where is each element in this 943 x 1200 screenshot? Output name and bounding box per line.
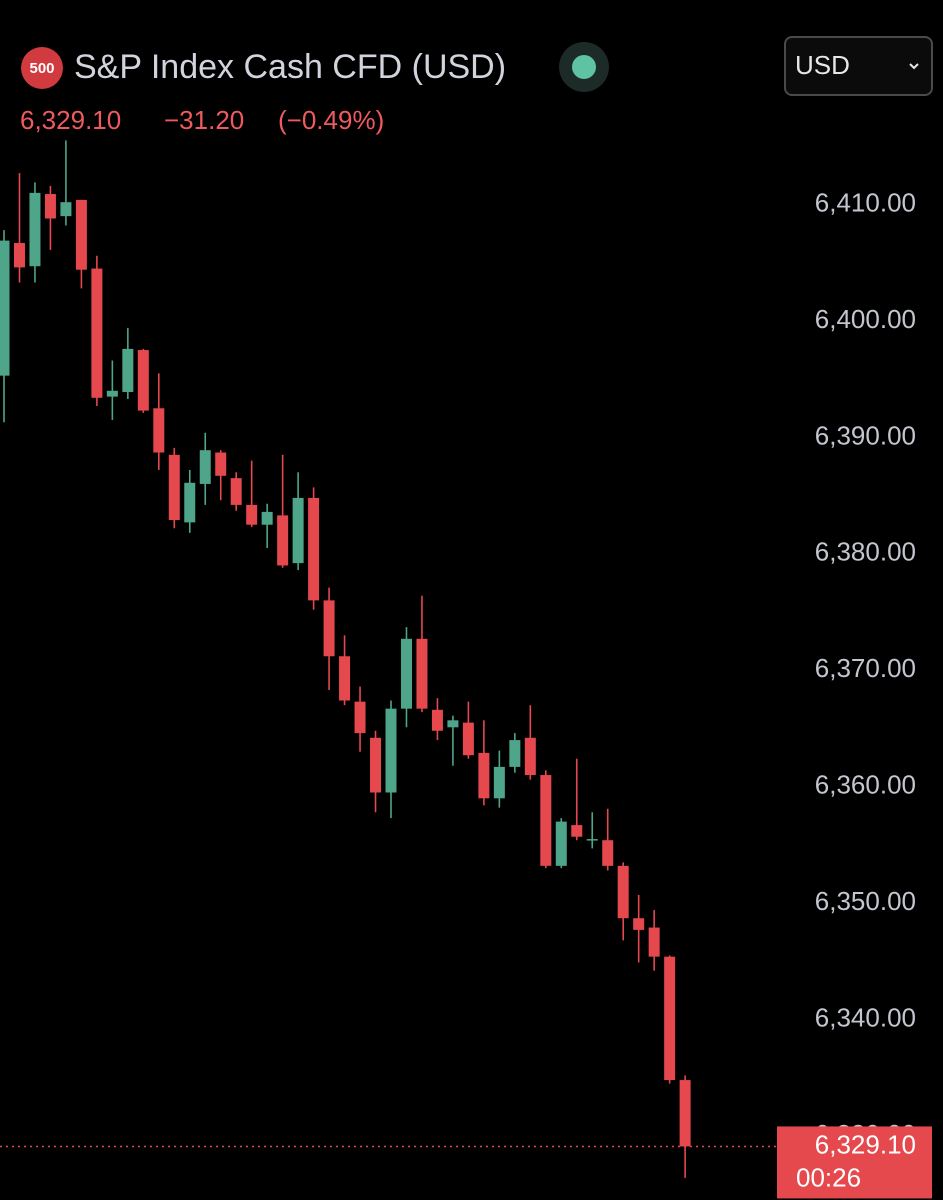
- candle-body: [277, 515, 289, 566]
- y-tick-label: 6,370.00: [815, 653, 916, 683]
- y-tick-label: 6,340.00: [815, 1002, 916, 1032]
- candle-body: [431, 709, 443, 731]
- candle-body: [385, 708, 397, 793]
- y-tick-label: 6,400.00: [815, 304, 916, 334]
- candle-body: [44, 194, 56, 219]
- candle-body: [339, 656, 351, 701]
- dropdown-chevron[interactable]: [909, 63, 919, 70]
- countdown: 00:26: [796, 1162, 861, 1192]
- candle-body: [230, 478, 242, 505]
- candle-body: [261, 511, 273, 525]
- candle-body: [29, 192, 41, 267]
- dropdown-box[interactable]: [784, 36, 933, 96]
- candle-body: [106, 390, 118, 397]
- currency-dropdown[interactable]: USD: [784, 36, 933, 96]
- y-tick-label: 6,390.00: [815, 420, 916, 450]
- candle-body: [509, 740, 521, 767]
- candle-body: [246, 504, 258, 525]
- candle-body: [153, 408, 165, 453]
- candle-body: [60, 202, 72, 217]
- price-change-pct: (−0.49%): [278, 105, 384, 135]
- candle-body: [447, 720, 459, 728]
- candle-body: [137, 350, 149, 411]
- candle-body: [664, 956, 676, 1081]
- candle-body: [648, 927, 660, 957]
- candle-body: [354, 701, 366, 734]
- candle-body: [633, 918, 645, 930]
- candle-body: [555, 821, 567, 866]
- candle-body: [679, 1080, 691, 1147]
- status-dot: [572, 55, 596, 79]
- candle-body: [199, 450, 211, 484]
- candle-body: [0, 240, 10, 376]
- y-tick-label: 6,360.00: [815, 770, 916, 800]
- candle-body: [370, 737, 382, 793]
- candle-body: [586, 839, 598, 841]
- y-tick-label: 6,350.00: [815, 886, 916, 916]
- last-price-box: [777, 1126, 932, 1199]
- candle-body: [184, 482, 196, 523]
- candle-body: [540, 775, 552, 866]
- candle-body: [75, 199, 87, 270]
- plot-area: 6,330.006,340.006,350.006,360.006,370.00…: [0, 140, 916, 1178]
- candle-body: [122, 348, 134, 392]
- y-tick-label: 6,380.00: [815, 537, 916, 567]
- dropdown-value[interactable]: USD: [795, 50, 850, 80]
- symbol-badge: [21, 47, 63, 89]
- chart-title: S&P Index Cash CFD (USD): [74, 48, 506, 86]
- candle-body: [323, 600, 335, 657]
- y-tick-label: 6,410.00: [815, 187, 916, 217]
- last-price: 6,329.10: [20, 105, 121, 135]
- candle-body: [292, 497, 304, 564]
- candle-body: [524, 737, 536, 776]
- candle-body: [91, 268, 103, 398]
- candle-body: [602, 840, 614, 866]
- price-change: −31.20: [164, 105, 244, 135]
- candle-body: [478, 752, 490, 799]
- candle-body: [308, 497, 320, 601]
- candle-body: [168, 454, 180, 521]
- candle-body: [617, 865, 629, 919]
- badge-text: 500: [29, 60, 54, 77]
- candle-body: [571, 825, 583, 837]
- candle-body: [416, 638, 428, 709]
- candle-body: [493, 766, 505, 799]
- last-price-label: 6,329.10: [815, 1129, 916, 1159]
- candle-body: [462, 722, 474, 756]
- candle-body: [13, 242, 25, 268]
- candle-body: [400, 638, 412, 709]
- candle-body: [215, 452, 227, 476]
